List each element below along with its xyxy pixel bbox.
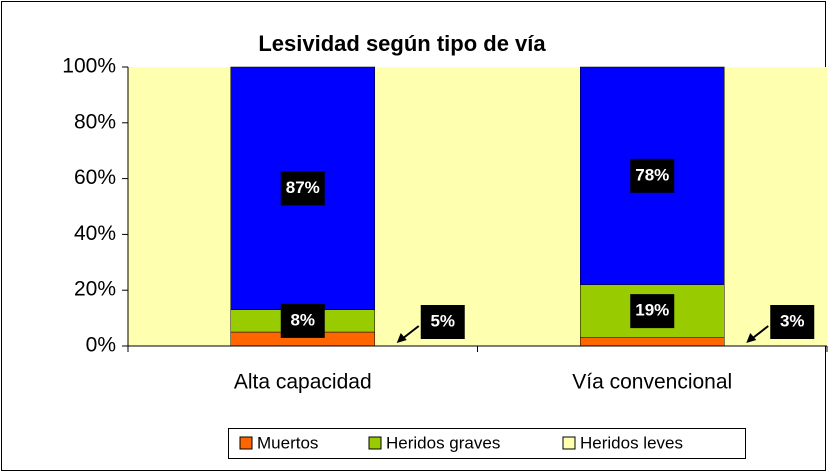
chart-title: Lesividad según tipo de vía [258,31,546,56]
label-box [420,305,465,339]
data-label: 87% [286,178,320,197]
label-arrowhead [396,333,407,343]
data-label: 78% [635,165,669,184]
legend-label: Heridos leves [580,433,683,452]
y-tick-label: 20% [74,278,116,301]
x-tick-label: Vía convencional [572,371,732,394]
data-label: 3% [780,311,805,330]
label-arrowhead [746,333,757,343]
label-box [280,303,325,338]
data-label: 5% [430,311,455,330]
label-box [280,171,325,206]
data-label: 8% [290,310,315,329]
label-box [770,305,815,339]
legend-swatch [562,436,576,450]
y-tick-label: 100% [62,55,116,78]
legend-swatch [239,436,253,450]
legend-box [228,428,746,459]
y-tick-label: 40% [74,222,116,245]
legend-swatch [368,436,382,450]
label-box [630,294,675,329]
legend-label: Muertos [257,433,318,452]
y-tick-label: 80% [74,110,116,133]
y-tick-label: 60% [74,166,116,189]
data-label: 19% [635,301,669,320]
legend-label: Heridos graves [386,433,500,452]
y-tick-label: 0% [86,334,116,357]
x-tick-label: Alta capacidad [234,371,372,394]
bar-segment [580,337,725,347]
label-box [630,158,675,193]
legend: Muertos Heridos graves Heridos leves [228,428,746,459]
